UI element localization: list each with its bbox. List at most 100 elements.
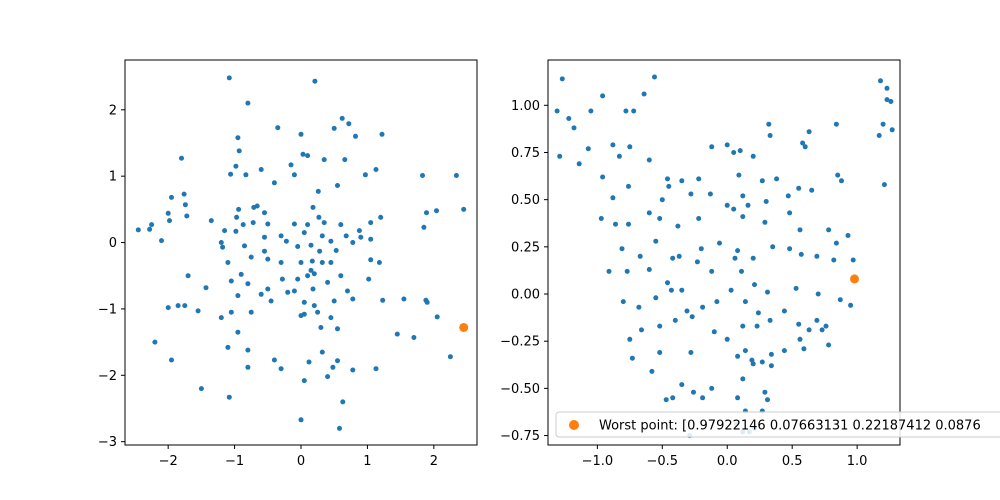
left-data-point <box>447 354 453 360</box>
left-data-point <box>353 133 358 139</box>
left-data-point <box>236 206 242 212</box>
right-data-point <box>814 253 820 259</box>
left-data-point <box>298 417 304 423</box>
left-data-point <box>250 220 256 226</box>
left-data-point <box>218 315 224 321</box>
right-data-point <box>598 216 604 221</box>
right-data-point <box>740 323 746 329</box>
right-data-point <box>623 108 629 114</box>
left-y-tick-label: 1 <box>109 170 117 185</box>
left-y-tick-label: 2 <box>109 103 117 118</box>
left-data-point <box>285 289 291 295</box>
left-data-point <box>373 366 379 372</box>
left-data-point <box>184 213 190 219</box>
left-data-point <box>198 386 204 392</box>
right-y-tick-label: −0.75 <box>500 429 540 444</box>
left-data-point <box>182 202 188 208</box>
right-data-point <box>845 233 851 238</box>
right-data-point <box>653 238 659 244</box>
right-data-point <box>717 240 722 246</box>
right-data-point <box>694 259 700 265</box>
left-data-point <box>321 157 327 163</box>
left-data-point <box>346 121 352 127</box>
right-legend: Worst point: [0.97922146 0.07663131 0.22… <box>555 411 1000 438</box>
left-data-point <box>175 303 181 309</box>
left-data-point <box>461 206 467 212</box>
left-x-tick-label: −1 <box>225 454 244 469</box>
left-data-point <box>331 298 337 304</box>
left-x-tick-label: 0 <box>297 454 305 469</box>
left-data-point <box>235 293 241 299</box>
right-data-point <box>737 148 743 154</box>
left-data-point <box>228 278 234 284</box>
left-data-point <box>421 224 427 230</box>
left-x-tick-label: 1 <box>363 454 371 469</box>
right-data-point <box>688 350 694 355</box>
right-data-point <box>663 397 669 403</box>
left-data-point <box>301 230 307 236</box>
left-data-point <box>434 208 439 214</box>
left-data-point <box>240 222 246 228</box>
left-data-point <box>228 171 234 177</box>
right-x-tick-label: 0.0 <box>717 454 738 469</box>
left-data-point <box>368 236 374 242</box>
right-data-point <box>798 251 804 257</box>
right-data-point <box>831 257 837 263</box>
right-points <box>554 74 895 439</box>
left-data-point <box>328 315 334 321</box>
left-data-point <box>411 335 417 340</box>
left-data-point <box>379 131 385 137</box>
right-data-point <box>797 336 803 342</box>
left-data-point <box>335 326 340 332</box>
right-data-point <box>793 285 799 291</box>
right-y-tick-label: 1.00 <box>511 99 540 114</box>
right-y-tick-label: 0.00 <box>511 288 540 303</box>
right-data-point <box>613 221 618 227</box>
right-data-point <box>796 185 802 191</box>
right-data-point <box>714 299 720 305</box>
right-data-point <box>631 108 637 114</box>
left-data-point <box>245 364 251 370</box>
left-data-point <box>225 260 231 265</box>
right-data-point <box>672 317 678 323</box>
right-data-point <box>668 287 674 293</box>
right-data-point <box>876 133 882 138</box>
right-data-point <box>814 317 820 323</box>
right-x-tick-label: −0.5 <box>647 454 679 469</box>
left-data-point <box>225 344 231 350</box>
left-data-point <box>333 248 339 253</box>
right-data-point <box>766 121 772 127</box>
left-data-point <box>298 131 304 137</box>
right-data-point <box>646 157 652 163</box>
legend-marker-icon <box>569 420 579 430</box>
right-data-point <box>585 146 591 152</box>
left-data-point <box>301 378 307 384</box>
left-x-tick-label: 2 <box>430 454 438 469</box>
right-data-point <box>806 327 812 333</box>
left-y-tick-label: −3 <box>98 435 117 450</box>
right-y-tick-label: 0.75 <box>511 146 540 161</box>
right-data-point <box>627 336 633 342</box>
right-data-point <box>763 199 769 204</box>
right-data-point <box>826 227 832 233</box>
right-data-point <box>745 202 751 208</box>
left-data-point <box>330 364 336 370</box>
left-data-point <box>308 267 314 273</box>
right-data-point <box>765 397 770 403</box>
left-data-point <box>147 226 153 232</box>
left-data-point <box>337 425 342 431</box>
right-data-point <box>679 287 685 293</box>
left-data-point <box>424 299 430 305</box>
left-data-point <box>376 260 382 265</box>
right-data-point <box>742 299 748 305</box>
left-data-point <box>340 399 346 405</box>
right-data-point <box>670 255 676 261</box>
left-data-point <box>283 238 289 244</box>
right-data-point <box>652 74 657 80</box>
right-data-point <box>781 308 787 314</box>
right-data-point <box>700 395 706 401</box>
right-data-point <box>880 121 886 127</box>
right-data-point <box>768 351 774 357</box>
left-data-point <box>288 162 294 168</box>
right-data-point <box>657 323 663 329</box>
